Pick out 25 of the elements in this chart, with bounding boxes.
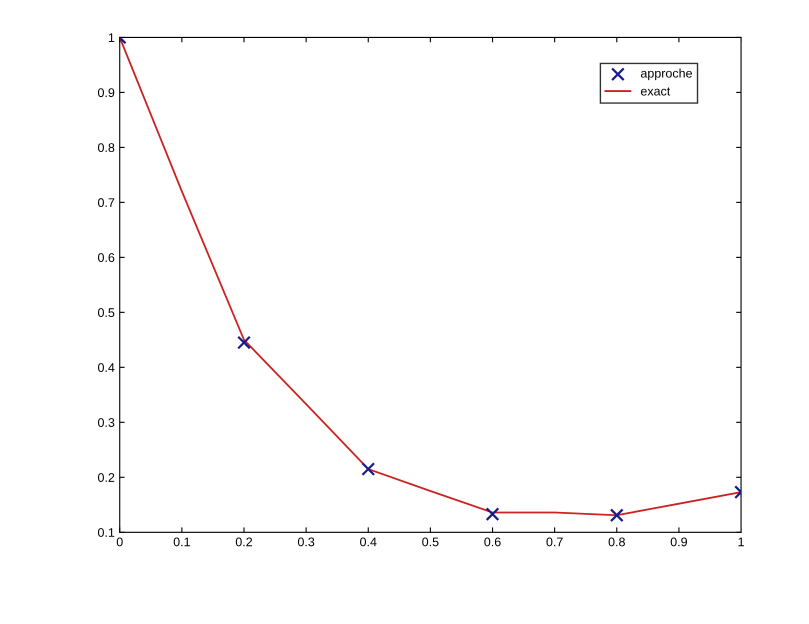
x-tick-label: 0.8	[608, 537, 625, 546]
y-tick-label: 0.8	[98, 143, 114, 152]
x-tick-label: 0.3	[298, 537, 314, 546]
point	[361, 462, 376, 476]
x-tick-label: 0.2	[236, 537, 252, 546]
y-tick-label: 0.6	[98, 253, 114, 262]
x-tick-label: 0.7	[546, 537, 563, 546]
legend-label: exact	[640, 87, 670, 96]
y-tick-label: 0.1	[98, 528, 114, 537]
x-tick-label: 0.1	[174, 537, 190, 546]
x-tick-label: 0	[116, 537, 123, 546]
y-tick-label: 0.4	[98, 363, 115, 372]
y-tick-label: 0.3	[98, 418, 114, 427]
x-tick-label: 0.4	[360, 537, 377, 546]
x-tick-label: 1	[738, 538, 744, 546]
y-tick-label: 0.2	[98, 473, 114, 482]
y-tick-label: 0.5	[98, 308, 114, 317]
legend-label: approche	[640, 68, 692, 80]
x-tick-label: 0.5	[422, 537, 439, 546]
y-tick-label: 0.7	[98, 198, 114, 208]
point	[486, 507, 500, 522]
y-tick-label: 1	[108, 33, 114, 42]
y-tick-label: 0.9	[98, 88, 114, 98]
x-tick-label: 0.6	[484, 537, 501, 546]
x-tick-label: 0.9	[670, 537, 688, 546]
